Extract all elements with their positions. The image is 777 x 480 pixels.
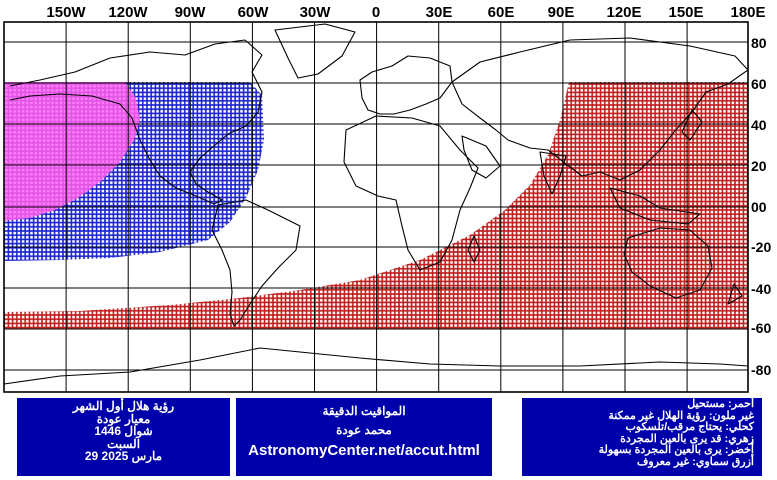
zone-magenta-naked-eye (4, 82, 140, 221)
legend-panel: أحمر: مستحيل غير ملون: رؤية الهلال غير م… (522, 398, 762, 476)
lat-label: 80 (751, 35, 767, 51)
lon-label: 150W (46, 4, 86, 21)
lon-label: 60W (237, 4, 269, 21)
credits-panel: المواقيت الدقيقة محمد عودة AstronomyCent… (236, 398, 492, 476)
lon-label: 90W (174, 4, 206, 21)
lat-label: -60 (751, 320, 772, 336)
website-link[interactable]: AstronomyCenter.net/accut.html (248, 442, 480, 459)
zone-red-impossible (4, 82, 748, 329)
panel-title: رؤية هلال أول الشهر (72, 399, 175, 413)
lon-label: 30W (299, 4, 331, 21)
lat-label: -20 (751, 239, 772, 255)
hijri-month: شوال 1446 (94, 424, 153, 438)
lat-label: -80 (751, 362, 772, 378)
lon-label: 120W (108, 4, 148, 21)
legend-item: زهري: قد يرى بالعين المجردة (620, 432, 754, 445)
legend-item: أخضر: يرى بالعين المجردة بسهولة (598, 444, 754, 457)
legend-item: أزرق سماوي: غير معروف (636, 455, 754, 468)
legend-item: أحمر: مستحيل (687, 398, 754, 410)
lat-label: 60 (751, 76, 767, 92)
weekday: السبت (106, 436, 141, 451)
lon-label: 180E (730, 4, 766, 21)
map-frame (3, 21, 749, 393)
author-name: محمد عودة (336, 423, 392, 437)
criterion-label: معيار عودة (96, 411, 151, 426)
lat-label: 00 (751, 199, 767, 215)
lon-label: 90E (547, 4, 575, 21)
lon-label: 150E (668, 4, 704, 21)
legend-item: كحلي: يحتاج مرقب/تلسكوب (625, 421, 754, 434)
lon-label: 60E (487, 4, 515, 21)
lat-label: -40 (751, 281, 772, 297)
crescent-info-panel: رؤية هلال أول الشهر معيار عودة شوال 1446… (17, 398, 230, 476)
lon-label: 120E (606, 4, 642, 21)
lat-label: 40 (751, 117, 767, 133)
gregorian-date: 29 مارس 2025 (84, 449, 163, 463)
lon-label: 30E (425, 4, 453, 21)
lon-label: 0 (371, 4, 381, 21)
map-grid (4, 22, 748, 392)
lat-label: 20 (751, 158, 767, 174)
credits-title: المواقيت الدقيقة (322, 404, 406, 418)
legend-item: غير ملون: رؤية الهلال غير ممكنة (608, 409, 754, 422)
